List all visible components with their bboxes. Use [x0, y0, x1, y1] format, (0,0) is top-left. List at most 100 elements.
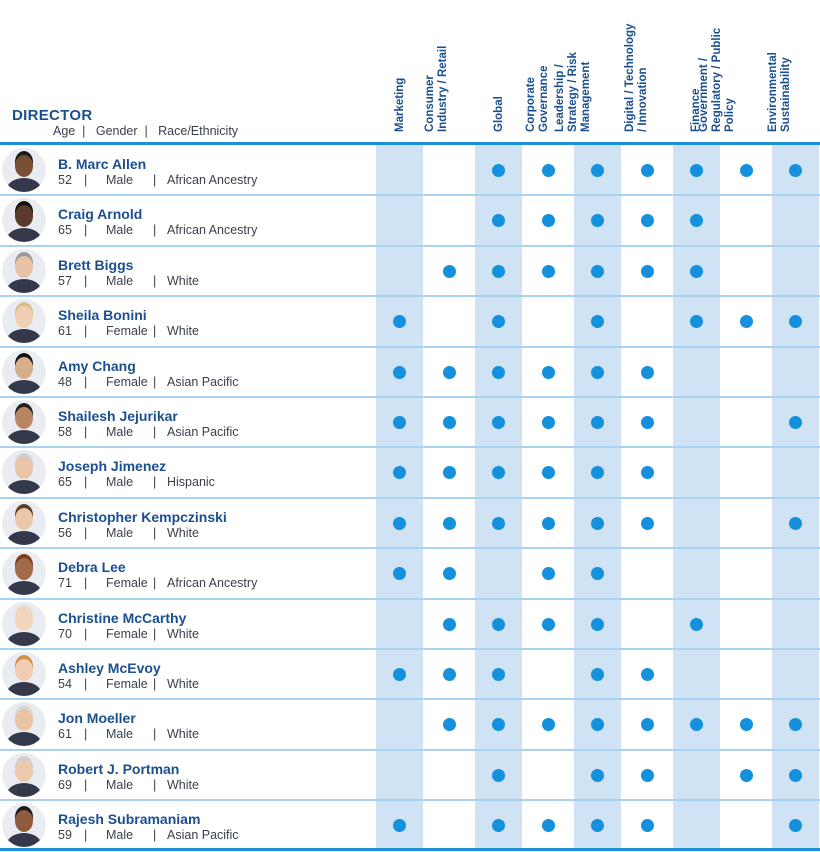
avatar-body — [7, 278, 41, 293]
avatar-head — [15, 608, 33, 631]
director-age: 61 — [58, 727, 72, 742]
meta-separator: | — [153, 777, 157, 792]
avatar — [2, 803, 46, 848]
skill-dot — [541, 516, 555, 530]
director-race: Asian Pacific — [167, 374, 239, 389]
skill-dot — [640, 516, 654, 530]
director-race: White — [167, 677, 199, 691]
row-divider — [0, 396, 820, 398]
meta-separator: | — [84, 475, 88, 490]
avatar-head — [15, 306, 33, 329]
skill-dot — [788, 416, 802, 429]
avatar — [2, 198, 46, 243]
avatar — [2, 349, 46, 394]
director-gender: Male — [106, 475, 134, 490]
skill-dot — [590, 567, 604, 581]
skill-dot — [392, 365, 406, 379]
row-divider — [0, 345, 820, 348]
skill-dot — [640, 819, 654, 833]
skill-dot — [689, 315, 703, 329]
meta-separator: | — [84, 374, 88, 389]
skill-dot — [491, 668, 505, 681]
avatar-body — [7, 228, 41, 243]
skill-dot — [392, 668, 406, 681]
director-subheader: Age | Gender | Race/Ethnicity — [53, 124, 239, 138]
avatar — [2, 752, 46, 797]
skill-dot — [541, 466, 555, 480]
director-age: 70 — [58, 626, 72, 641]
skill-dot — [590, 315, 604, 329]
director-row: Shailesh Jejurikar 58 Male Asian Pacific | | — [0, 397, 820, 447]
meta-separator: | — [84, 828, 88, 843]
skill-dot — [541, 819, 555, 833]
director-row: Robert J. Portman 69 Male White | | — [0, 750, 820, 800]
director-age: 65 — [58, 223, 72, 238]
meta-separator: | — [84, 273, 88, 288]
avatar-body — [7, 581, 41, 596]
skill-dot — [590, 768, 604, 782]
skill-dot — [640, 416, 654, 429]
meta-separator: | — [84, 626, 88, 641]
skill-dot — [541, 264, 555, 278]
avatar-head — [15, 457, 33, 480]
skill-dot — [590, 466, 604, 480]
meta-separator: | — [84, 223, 88, 238]
avatar-body — [7, 732, 41, 747]
director-name: Rajesh Subramaniam — [58, 811, 201, 828]
director-name: Joseph Jimenez — [58, 458, 167, 475]
skill-dot — [590, 668, 604, 681]
avatar-head — [15, 558, 33, 581]
skill-dot — [392, 567, 406, 581]
director-gender: Male — [106, 727, 134, 742]
director-row: Joseph Jimenez 65 Male Hispanic | | — [0, 447, 820, 497]
skill-dot — [788, 315, 802, 329]
director-race: African Ancestry — [167, 223, 258, 238]
director-gender: Female — [106, 576, 148, 591]
director-name: Robert J. Portman — [58, 760, 180, 777]
avatar — [2, 702, 46, 747]
avatar — [2, 248, 46, 293]
skill-dot — [491, 617, 505, 631]
meta-separator: | — [153, 173, 157, 187]
director-race: White — [167, 324, 199, 339]
skill-dot — [590, 164, 604, 177]
director-gender: Male — [106, 828, 134, 843]
director-age: 61 — [58, 324, 72, 339]
skill-dot — [788, 516, 802, 530]
skill-dot — [541, 617, 555, 631]
director-race: Hispanic — [167, 475, 215, 490]
director-race: White — [167, 777, 199, 792]
skill-dot — [541, 416, 555, 429]
avatar-body — [7, 682, 41, 696]
skill-dot — [640, 768, 654, 782]
director-age: 52 — [58, 173, 72, 187]
skill-dot — [689, 164, 703, 177]
director-gender: Female — [106, 626, 148, 641]
skill-dot — [689, 617, 703, 631]
director-race: African Ancestry — [167, 576, 258, 591]
skill-dot — [689, 214, 703, 228]
row-divider — [0, 698, 820, 701]
director-age: 48 — [58, 374, 72, 389]
director-age: 56 — [58, 525, 72, 540]
avatar-body — [7, 782, 41, 797]
director-age: 57 — [58, 273, 72, 288]
avatar-body — [7, 833, 41, 848]
skill-dot — [640, 264, 654, 278]
skill-dot — [590, 617, 604, 631]
avatar-head — [15, 759, 33, 782]
meta-separator: | — [153, 324, 157, 339]
skill-dot — [590, 516, 604, 530]
director-name: Amy Chang — [58, 357, 136, 374]
skill-dot — [590, 365, 604, 379]
avatar-head — [15, 709, 33, 732]
row-divider — [0, 597, 820, 600]
director-race: White — [167, 626, 199, 641]
skill-dot — [640, 718, 654, 732]
skill-dot — [689, 264, 703, 278]
director-row: B. Marc Allen 52 Male African Ancestry | | — [0, 145, 820, 195]
director-age: 71 — [58, 576, 72, 591]
skill-dot — [392, 416, 406, 429]
skill-dot — [491, 264, 505, 278]
skill-dot — [442, 567, 456, 581]
